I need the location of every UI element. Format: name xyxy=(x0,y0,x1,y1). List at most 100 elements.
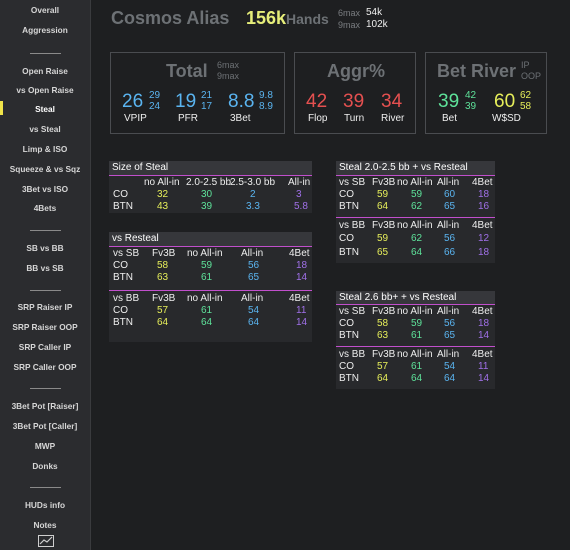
row-label: CO xyxy=(339,189,354,200)
table-bg xyxy=(109,232,312,342)
table-cell: 14 xyxy=(296,317,308,328)
sidebar-item-vs-open-raise[interactable]: vs Open Raise xyxy=(16,85,74,95)
table-cell: 63 xyxy=(377,330,389,341)
table-cell: 54 xyxy=(248,305,260,316)
pfr-label: PFR xyxy=(178,113,198,124)
table-cell: 56 xyxy=(444,233,456,244)
column-header: Fv3B xyxy=(372,177,396,188)
3bet-label: 3Bet xyxy=(230,113,251,124)
sidebar-item-aggression[interactable]: Aggression xyxy=(22,25,68,35)
sidebar-item-3bet-pot-raiser[interactable]: 3Bet Pot [Raiser] xyxy=(11,401,79,411)
max9-value: 102k xyxy=(366,19,388,30)
sidebar-item-srp-caller-ip[interactable]: SRP Caller IP xyxy=(18,342,72,352)
table-cell: 14 xyxy=(478,330,490,341)
table-cell: 65 xyxy=(377,247,389,258)
table-cell: 56 xyxy=(248,260,260,271)
table-title: Steal 2.6 bb+ + vs Resteal xyxy=(336,291,495,305)
section-divider xyxy=(336,346,495,347)
table-cell: 58 xyxy=(377,318,389,329)
sidebar-item-squeeze[interactable]: Squeeze & vs Sqz xyxy=(9,164,81,174)
table-cell: 11 xyxy=(478,361,489,372)
bet-oop: 39 xyxy=(465,101,477,112)
column-header: Fv3B xyxy=(152,248,176,259)
wsd-ip: 62 xyxy=(520,90,532,101)
table-cell: 14 xyxy=(478,373,490,384)
3bet-9max: 8.9 xyxy=(259,101,273,112)
sidebar-divider xyxy=(30,230,61,231)
bet-river-ip-label: IP xyxy=(521,60,530,70)
max6-label: 6max xyxy=(338,8,361,18)
table-cell: 54 xyxy=(444,361,456,372)
table-cell: 64 xyxy=(201,317,213,328)
pfr-value: 19 xyxy=(175,91,197,112)
sidebar-item-donks[interactable]: Donks xyxy=(32,461,58,471)
column-header: All-in xyxy=(437,306,460,317)
hands-count: 156k xyxy=(246,8,287,28)
row-label: CO xyxy=(113,305,128,316)
pfr-9max: 17 xyxy=(201,101,213,112)
table-cell: 5.8 xyxy=(294,201,308,212)
vpip-label: VPIP xyxy=(124,113,147,124)
column-header: 4Bet xyxy=(289,248,310,259)
sidebar-item-overall[interactable]: Overall xyxy=(30,5,60,15)
table-cell: 57 xyxy=(157,305,169,316)
table-cell: 59 xyxy=(411,318,423,329)
sidebar-item-mwp[interactable]: MWP xyxy=(34,441,56,451)
sidebar-item-notes[interactable]: Notes xyxy=(33,520,57,530)
table-cell: 16 xyxy=(478,201,490,212)
row-label: BTN xyxy=(113,317,133,328)
table-cell: 14 xyxy=(296,272,308,283)
row-label: CO xyxy=(339,233,354,244)
table-cell: 12 xyxy=(478,233,490,244)
table-cell: 61 xyxy=(411,330,423,341)
sidebar-item-limp-iso[interactable]: Limp & ISO xyxy=(22,144,68,154)
sidebar-item-srp-raiser-ip[interactable]: SRP Raiser IP xyxy=(17,302,73,312)
table-cell: 61 xyxy=(201,272,213,283)
total-9max-label: 9max xyxy=(217,71,240,81)
sidebar-item-srp-caller-oop[interactable]: SRP Caller OOP xyxy=(13,362,77,372)
chart-icon[interactable] xyxy=(38,535,54,547)
aggr-turn-label: Turn xyxy=(344,113,365,124)
table-cell: 64 xyxy=(248,317,260,328)
sidebar-item-huds-info[interactable]: HUDs info xyxy=(24,500,66,510)
sidebar-item-open-raise[interactable]: Open Raise xyxy=(22,66,68,76)
wsd-value: 60 xyxy=(494,91,516,112)
sidebar-item-sb-vs-bb[interactable]: SB vs BB xyxy=(26,243,64,253)
row-label: CO xyxy=(339,361,354,372)
row-label: BTN xyxy=(113,272,133,283)
bet-river-title: Bet River xyxy=(437,61,517,81)
sidebar: Overall Aggression Open Raise vs Open Ra… xyxy=(0,0,91,550)
column-header: vs BB xyxy=(339,220,366,231)
row-label: BTN xyxy=(339,373,359,384)
table-cell: 43 xyxy=(157,201,169,212)
sidebar-item-steal[interactable]: Steal xyxy=(35,104,55,114)
section-divider xyxy=(109,290,312,291)
bet-ip: 42 xyxy=(465,90,477,101)
table-title-underline xyxy=(109,246,312,247)
sidebar-item-bb-vs-sb[interactable]: BB vs SB xyxy=(26,263,64,273)
sidebar-item-3bet-vs-iso[interactable]: 3Bet vs ISO xyxy=(21,184,69,194)
table-cell: 64 xyxy=(444,373,456,384)
sidebar-item-4bets[interactable]: 4Bets xyxy=(33,203,57,213)
column-header: All-in xyxy=(437,349,460,360)
row-label: BTN xyxy=(339,330,359,341)
column-header: no All-in xyxy=(187,293,223,304)
column-header: 4Bet xyxy=(472,349,493,360)
sidebar-item-vs-steal[interactable]: vs Steal xyxy=(29,124,61,134)
table-cell: 64 xyxy=(157,317,169,328)
aggr-river-label: River xyxy=(381,113,405,124)
table-cell: 66 xyxy=(444,247,456,258)
sidebar-item-3bet-pot-caller[interactable]: 3Bet Pot [Caller] xyxy=(12,421,78,431)
table-cell: 62 xyxy=(411,201,423,212)
sidebar-divider xyxy=(30,388,61,389)
sidebar-item-srp-raiser-oop[interactable]: SRP Raiser OOP xyxy=(12,322,78,332)
sidebar-divider xyxy=(30,487,61,488)
column-header: Fv3B xyxy=(372,306,396,317)
max9-label: 9max xyxy=(338,20,361,30)
column-header: Fv3B xyxy=(152,293,176,304)
wsd-label: W$SD xyxy=(492,113,521,124)
aggr-turn-value: 39 xyxy=(343,91,365,112)
column-header: Fv3B xyxy=(372,220,396,231)
column-header: vs SB xyxy=(339,177,366,188)
table-cell: 64 xyxy=(377,373,389,384)
